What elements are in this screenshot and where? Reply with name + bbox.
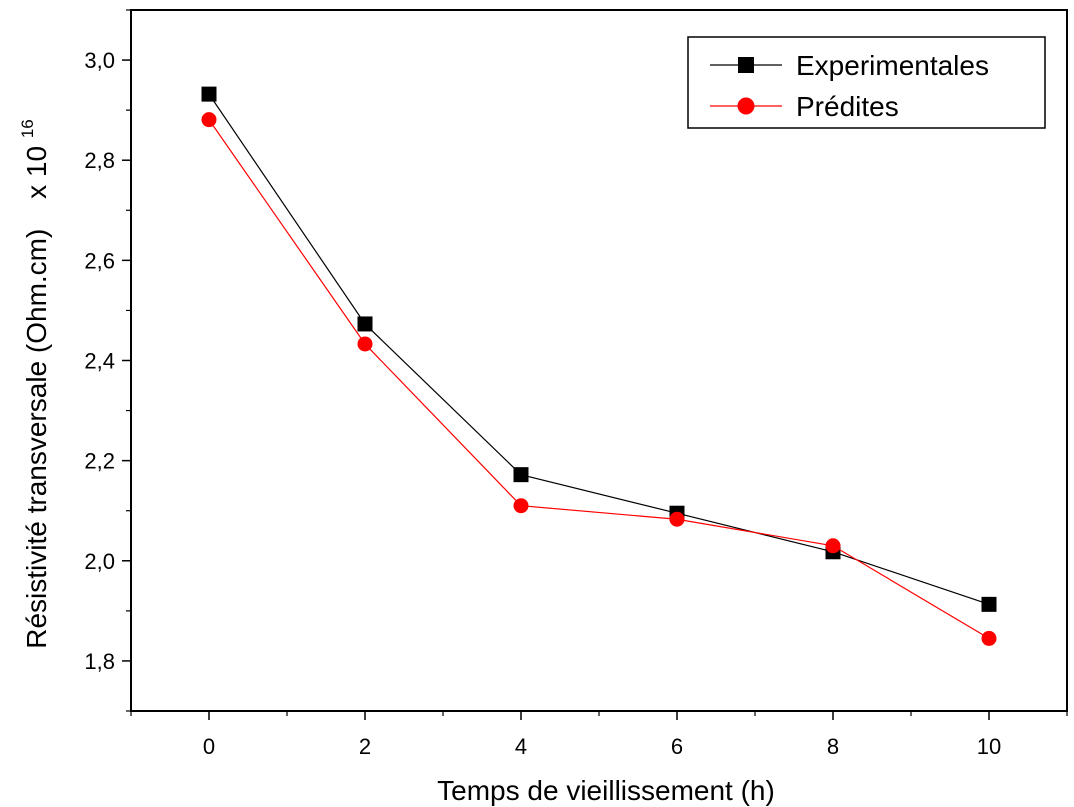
- y-tick-label: 2,8: [84, 148, 115, 173]
- data-point-predites: [669, 511, 685, 527]
- data-point-experimentales: [357, 316, 373, 332]
- data-point-predites: [513, 498, 529, 514]
- legend-marker-experimentales: [738, 57, 754, 73]
- data-point-predites: [357, 336, 373, 352]
- y-axis-title-text: Résistivité transversale (Ohm.cm): [21, 229, 52, 649]
- y-tick-label: 1,8: [84, 649, 115, 674]
- series-line-predites: [208, 119, 990, 639]
- data-point-predites: [201, 112, 217, 128]
- x-tick-label: 4: [515, 734, 527, 759]
- x-tick-label: 2: [359, 734, 371, 759]
- data-point-experimentales: [201, 86, 217, 102]
- data-point-experimentales: [513, 467, 529, 483]
- y-tick-label: 2,6: [84, 248, 115, 273]
- y-tick-label: 2,0: [84, 549, 115, 574]
- y-axis-title-exponent: 16: [18, 119, 37, 138]
- x-tick-label: 10: [977, 734, 1001, 759]
- y-axis-title-multiplier: x 10: [21, 146, 52, 199]
- y-tick-label: 2,4: [84, 349, 115, 374]
- legend-marker-predites: [737, 97, 755, 115]
- series-line-experimentales: [208, 93, 990, 605]
- x-tick-label: 8: [827, 734, 839, 759]
- y-axis-title-group: Résistivité transversale (Ohm.cm) x 10 1…: [18, 119, 52, 649]
- legend-label-predites: Prédites: [796, 91, 899, 122]
- x-tick-label: 6: [671, 734, 683, 759]
- legend-label-experimentales: Experimentales: [796, 50, 989, 81]
- data-point-experimentales: [981, 596, 997, 612]
- legend: Experimentales Prédites: [687, 36, 1046, 129]
- y-tick-label: 3,0: [84, 48, 115, 73]
- y-axis-title: Résistivité transversale (Ohm.cm) x 10 1…: [18, 119, 52, 649]
- x-axis-title: Temps de vieillissement (h): [437, 775, 775, 806]
- axes: 0 2 4 6 8 10 1,8 2,0 2,2 2,4 2,6 2,8 3,0: [84, 9, 1068, 759]
- x-tick-label: 0: [203, 734, 215, 759]
- data-point-predites: [825, 538, 841, 554]
- y-tick-label: 2,2: [84, 449, 115, 474]
- series-layer: [201, 86, 997, 646]
- data-point-predites: [981, 630, 997, 646]
